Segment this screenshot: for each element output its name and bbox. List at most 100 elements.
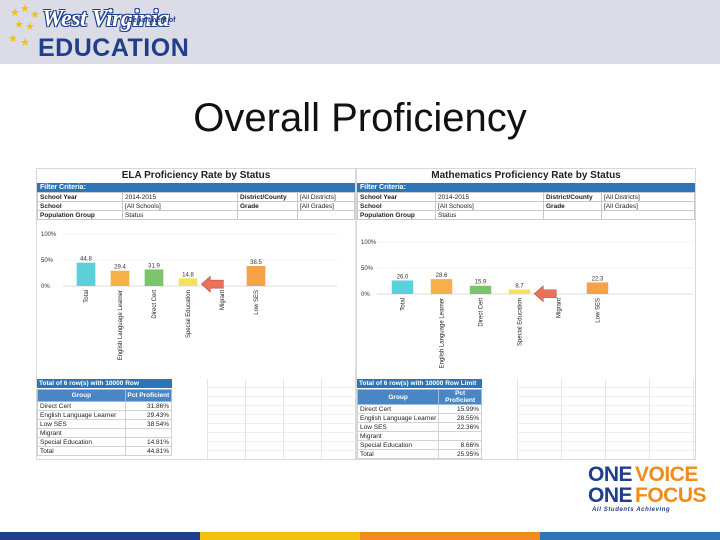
filter-value[interactable]: [All Schools] xyxy=(435,201,544,211)
filter-value[interactable]: Status xyxy=(122,210,238,220)
bar[interactable] xyxy=(144,269,164,286)
filter-key: School Year xyxy=(357,192,436,202)
spreadsheet-grid xyxy=(207,379,357,459)
table-row: Special Education 14.81% xyxy=(37,437,173,447)
ela-results-table: Group Pct Proficient Direct Cert 31.86% E… xyxy=(37,389,173,456)
filter-value[interactable]: [All Districts] xyxy=(297,192,355,202)
filter-key: School Year xyxy=(37,192,123,202)
filter-key: District/County xyxy=(543,192,602,202)
bar-value-label: 14.8 xyxy=(182,272,194,278)
bar-value-label: 8.7 xyxy=(515,283,524,289)
filter-value[interactable]: [All Grades] xyxy=(601,201,695,211)
star-icon: ★ xyxy=(14,19,24,31)
bar[interactable] xyxy=(76,262,96,286)
bar[interactable] xyxy=(586,282,609,294)
group-cell: Direct Cert xyxy=(356,404,440,414)
pct-cell: 29.43% xyxy=(124,410,173,420)
bar[interactable] xyxy=(430,279,453,294)
brand-focus: FOCUS xyxy=(635,484,707,507)
filter-value[interactable]: 2014-2015 xyxy=(122,192,238,202)
results-header-row: Group Pct Proficient xyxy=(356,389,482,405)
filter-key xyxy=(543,210,602,220)
group-cell: Low SES xyxy=(356,422,440,432)
footer-bar-segment xyxy=(360,532,540,540)
y-tick-label: 0% xyxy=(361,292,370,298)
brand-voice: VOICE xyxy=(635,463,698,486)
pct-cell xyxy=(438,431,482,441)
bar-value-label: 15.9 xyxy=(475,280,487,286)
filter-value[interactable]: [All Schools] xyxy=(122,201,238,211)
table-row: Migrant xyxy=(356,431,482,441)
table-row: English Language Learner 28.55% xyxy=(356,413,482,423)
brand-one-1: ONE xyxy=(588,463,633,486)
filter-value[interactable]: Status xyxy=(435,210,544,220)
x-tick-label: Total xyxy=(401,298,407,311)
x-tick-label: Direct Cert xyxy=(152,290,158,319)
bar-value-label: 29.4 xyxy=(114,265,126,271)
bar[interactable] xyxy=(508,289,531,294)
bar[interactable] xyxy=(178,278,198,286)
y-tick-label: 50% xyxy=(41,258,54,264)
ela-bar-chart: 100% 50% 0% 44.8 Total 29.4 English Language L… xyxy=(41,232,337,360)
filter-value[interactable]: [All Grades] xyxy=(297,201,355,211)
group-column-header[interactable]: Group xyxy=(37,389,126,402)
pct-column-header[interactable]: Pct Proficient xyxy=(124,389,173,402)
math-bar-chart: 100% 50% 0% 26.0 Total 28.6 English Language L… xyxy=(361,240,693,368)
pct-cell xyxy=(124,428,173,438)
filter-row: Population Group Status xyxy=(357,210,695,220)
pct-cell: 14.81% xyxy=(124,437,173,447)
filter-value[interactable]: 2014-2015 xyxy=(435,192,544,202)
footer-bar-segment xyxy=(200,532,360,540)
group-cell: Special Education xyxy=(356,440,440,450)
bar[interactable] xyxy=(469,285,492,294)
ela-chart-title: ELA Proficiency Rate by Status xyxy=(121,170,271,181)
bar-value-label: 22.3 xyxy=(592,276,604,282)
star-icon: ★ xyxy=(20,37,30,49)
filter-key: School xyxy=(37,201,123,211)
ela-total-bar: Total of 6 row(s) with 10000 Row xyxy=(37,379,172,388)
y-tick-label: 100% xyxy=(361,240,377,246)
table-row: Low SES 38.54% xyxy=(37,419,173,429)
one-voice-one-focus-logo: ONE VOICE ONE FOCUS All Students Achievi… xyxy=(588,462,712,522)
footer-bar-segment xyxy=(540,532,720,540)
x-tick-label: Migrant xyxy=(220,290,226,310)
group-cell: English Language Learner xyxy=(37,410,126,420)
filter-key: School xyxy=(357,201,436,211)
filter-value xyxy=(601,210,695,220)
highlight-arrow-icon xyxy=(200,275,224,293)
pct-cell: 25.95% xyxy=(438,449,482,459)
x-tick-label: Low SES xyxy=(596,298,602,323)
table-row: English Language Learner 29.43% xyxy=(37,410,173,420)
filter-key xyxy=(237,210,298,220)
table-row: Special Education 8.66% xyxy=(356,440,482,450)
pct-cell: 28.55% xyxy=(438,413,482,423)
table-row: Migrant xyxy=(37,428,173,438)
star-icon: ★ xyxy=(8,33,18,45)
star-icon: ★ xyxy=(30,9,40,21)
bar-value-label: 31.9 xyxy=(148,263,160,269)
filter-value[interactable]: [All Districts] xyxy=(601,192,695,202)
bar[interactable] xyxy=(246,265,266,286)
table-row: Low SES 22.36% xyxy=(356,422,482,432)
ela-chart-area: 100% 50% 0% 44.8 Total 29.4 English Language L… xyxy=(37,220,355,368)
ela-report-panel: ELA Proficiency Rate by Status Filter Cr… xyxy=(36,168,357,460)
group-column-header[interactable]: Group xyxy=(356,389,440,405)
pct-cell: 15.99% xyxy=(438,404,482,414)
bar[interactable] xyxy=(391,280,414,294)
math-total-bar: Total of 6 row(s) with 10000 Row Limit xyxy=(357,379,482,388)
pct-cell: 31.86% xyxy=(124,401,173,411)
x-tick-label: Total xyxy=(84,290,90,303)
star-icon: ★ xyxy=(10,7,20,19)
x-tick-label: English Language Learner xyxy=(118,290,124,360)
group-cell: Migrant xyxy=(37,428,126,438)
y-tick-label: 100% xyxy=(41,232,57,238)
table-row: Direct Cert 15.99% xyxy=(356,404,482,414)
header-band: ★ ★ ★ ★ ★ ★ ★ West Virginia Department o… xyxy=(0,0,720,64)
x-tick-label: Migrant xyxy=(557,298,563,318)
bar[interactable] xyxy=(110,270,130,286)
x-tick-label: Direct Cert xyxy=(479,298,485,327)
bar-value-label: 38.5 xyxy=(250,260,262,266)
ela-filter-header: Filter Criteria: xyxy=(37,183,355,192)
pct-column-header[interactable]: Pct Proficient xyxy=(438,389,482,405)
group-cell: Migrant xyxy=(356,431,440,441)
